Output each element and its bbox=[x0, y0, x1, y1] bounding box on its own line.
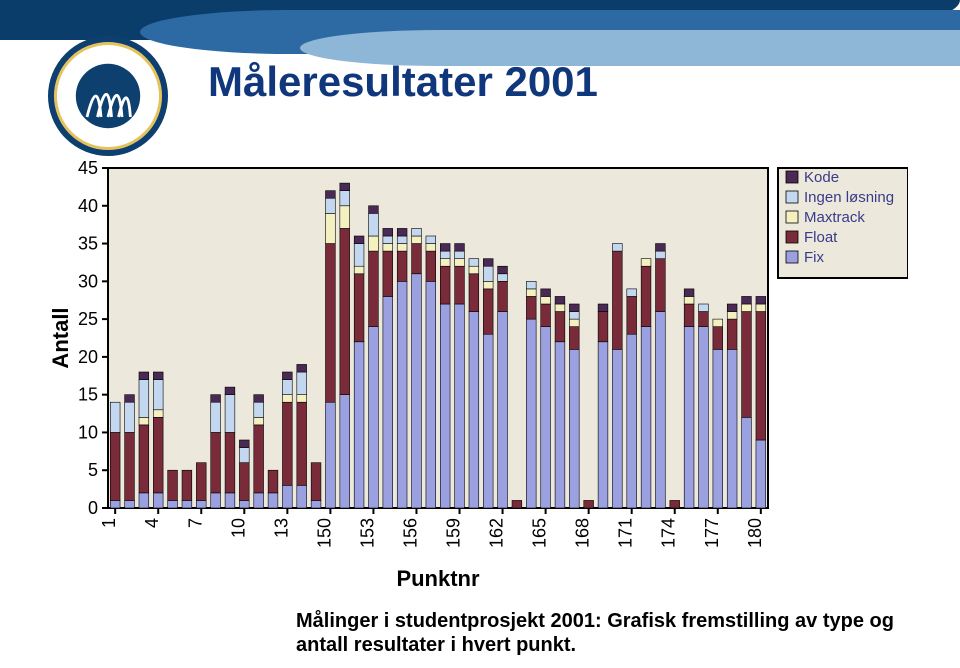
svg-text:7: 7 bbox=[185, 518, 205, 528]
svg-text:25: 25 bbox=[78, 309, 98, 329]
svg-text:1: 1 bbox=[99, 518, 119, 528]
svg-text:153: 153 bbox=[357, 518, 377, 548]
svg-text:171: 171 bbox=[616, 518, 636, 548]
svg-text:150: 150 bbox=[314, 518, 334, 548]
svg-text:10: 10 bbox=[78, 422, 98, 442]
page-title: Måleresultater 2001 bbox=[208, 58, 598, 106]
svg-text:30: 30 bbox=[78, 271, 98, 291]
svg-text:20: 20 bbox=[78, 347, 98, 367]
svg-text:15: 15 bbox=[78, 385, 98, 405]
svg-text:Punktnr: Punktnr bbox=[396, 566, 480, 591]
svg-text:45: 45 bbox=[78, 160, 98, 178]
svg-text:4: 4 bbox=[142, 518, 162, 528]
caption-line-1: Målinger i studentprosjekt 2001: Grafisk… bbox=[296, 610, 894, 633]
svg-text:174: 174 bbox=[659, 518, 679, 548]
svg-text:Float: Float bbox=[804, 229, 838, 246]
svg-text:13: 13 bbox=[271, 518, 291, 538]
svg-text:Maxtrack: Maxtrack bbox=[804, 209, 865, 226]
chart-svg: 0 5 10 15 20 25 30 35 40 45 Antall 1 4 7 10 13 150 153 156… bbox=[52, 160, 908, 600]
svg-text:180: 180 bbox=[745, 518, 765, 548]
svg-text:35: 35 bbox=[78, 234, 98, 254]
svg-text:159: 159 bbox=[444, 518, 464, 548]
svg-text:Kode: Kode bbox=[804, 169, 839, 186]
svg-text:5: 5 bbox=[88, 460, 98, 480]
caption-line-2: antall resultater i hvert punkt. bbox=[296, 634, 576, 657]
logo-icon bbox=[73, 61, 143, 131]
svg-text:177: 177 bbox=[702, 518, 722, 548]
svg-text:10: 10 bbox=[228, 518, 248, 538]
svg-text:Fix: Fix bbox=[804, 249, 824, 266]
svg-text:165: 165 bbox=[530, 518, 550, 548]
svg-text:Antall: Antall bbox=[52, 307, 73, 368]
svg-text:168: 168 bbox=[573, 518, 593, 548]
logo-badge bbox=[48, 36, 168, 156]
chart: 0 5 10 15 20 25 30 35 40 45 Antall 1 4 7 10 13 150 153 156… bbox=[52, 160, 908, 600]
svg-text:156: 156 bbox=[400, 518, 420, 548]
svg-text:40: 40 bbox=[78, 196, 98, 216]
svg-text:162: 162 bbox=[487, 518, 507, 548]
svg-text:Ingen løsning: Ingen løsning bbox=[804, 189, 894, 206]
svg-text:0: 0 bbox=[88, 498, 98, 518]
